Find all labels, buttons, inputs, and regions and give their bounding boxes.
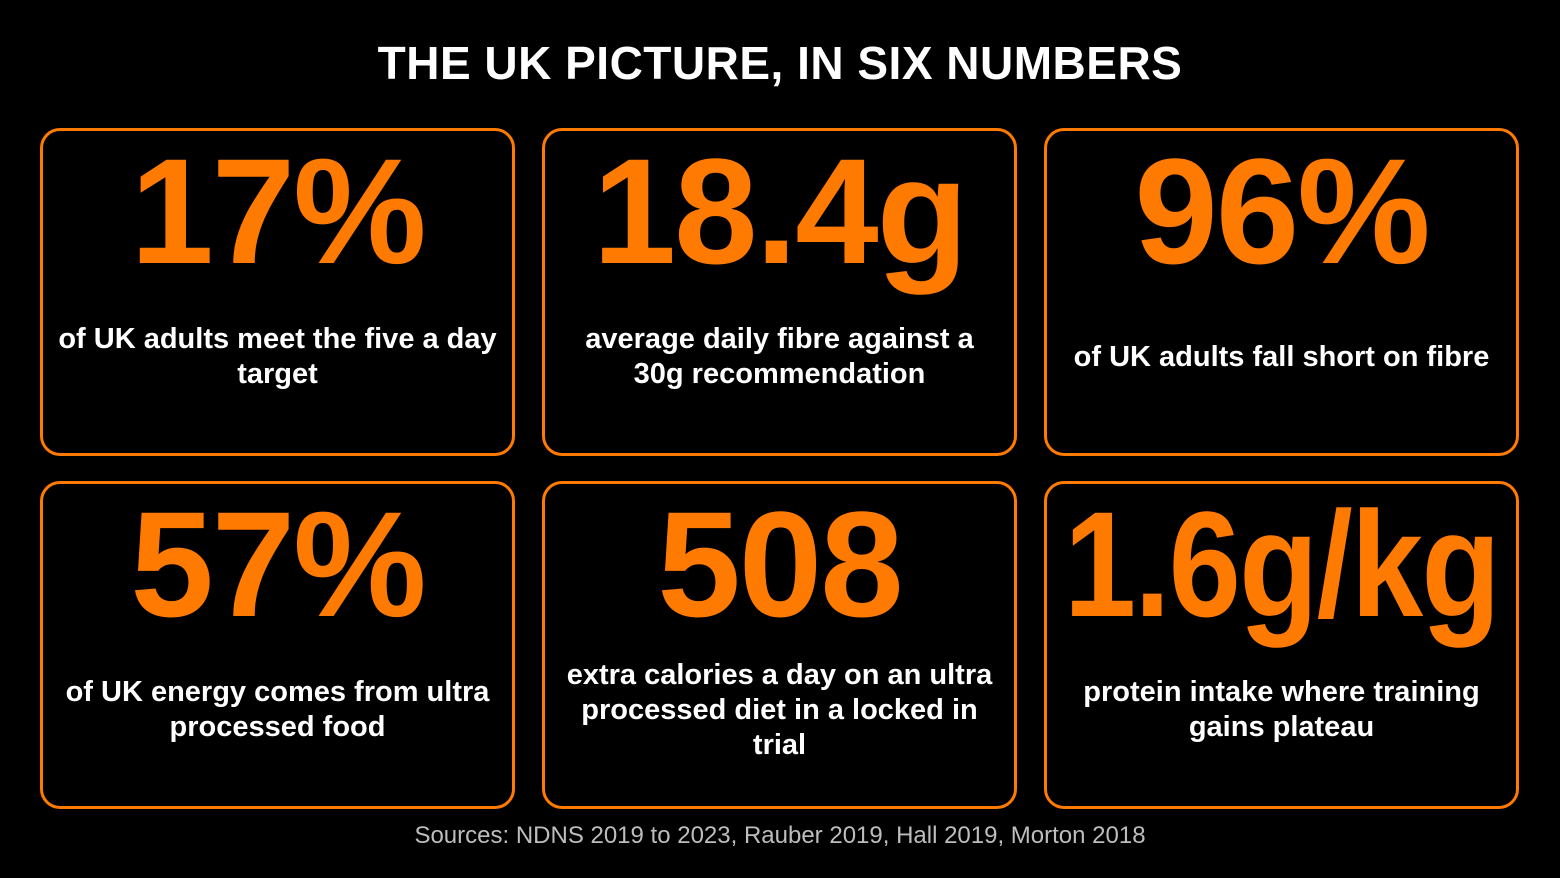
stat-card: 1.6g/kg protein intake where training gai… (1044, 480, 1519, 809)
stat-box: 18.4g (545, 127, 1014, 295)
sources: Sources: NDNS 2019 to 2023, Rauber 2019,… (414, 822, 1146, 849)
stat-value: 1.6g/kg (1064, 479, 1501, 648)
stat-card: 17% of UK adults meet the five a day targ… (40, 127, 515, 456)
stat-box: 508 (545, 480, 1014, 648)
stat-value: 508 (657, 479, 903, 648)
stat-box: 57% (43, 480, 512, 648)
stat-description: of UK energy comes from ultra processed … (65, 676, 490, 743)
stat-value: 18.4g (592, 126, 969, 295)
stat-card: 508 extra calories a day on an ultra proc… (542, 480, 1017, 809)
stat-card: 18.4g average daily fibre against a 30g r… (542, 127, 1017, 456)
stat-box: 1.6g/kg (1047, 480, 1516, 648)
stat-value: 57% (130, 479, 426, 648)
stat-description: of UK adults meet the five a day target (58, 323, 497, 390)
stat-description: average daily fibre against a 30g recomm… (585, 323, 974, 390)
stat-description: of UK adults fall short on fibre (1073, 340, 1490, 373)
stat-description: protein intake where training gains plat… (1083, 676, 1480, 743)
title: THE UK PICTURE, IN SIX NUMBERS (377, 37, 1183, 89)
stat-value: 96% (1134, 126, 1430, 295)
stat-box: 17% (43, 127, 512, 295)
stat-box: 96% (1047, 127, 1516, 295)
stat-card: 96% of UK adults fall short on fibre (1044, 127, 1519, 456)
stat-description: extra calories a day on an ultra process… (566, 658, 993, 761)
stat-value: 17% (130, 126, 426, 295)
stat-card: 57% of UK energy comes from ultra process… (40, 480, 515, 809)
